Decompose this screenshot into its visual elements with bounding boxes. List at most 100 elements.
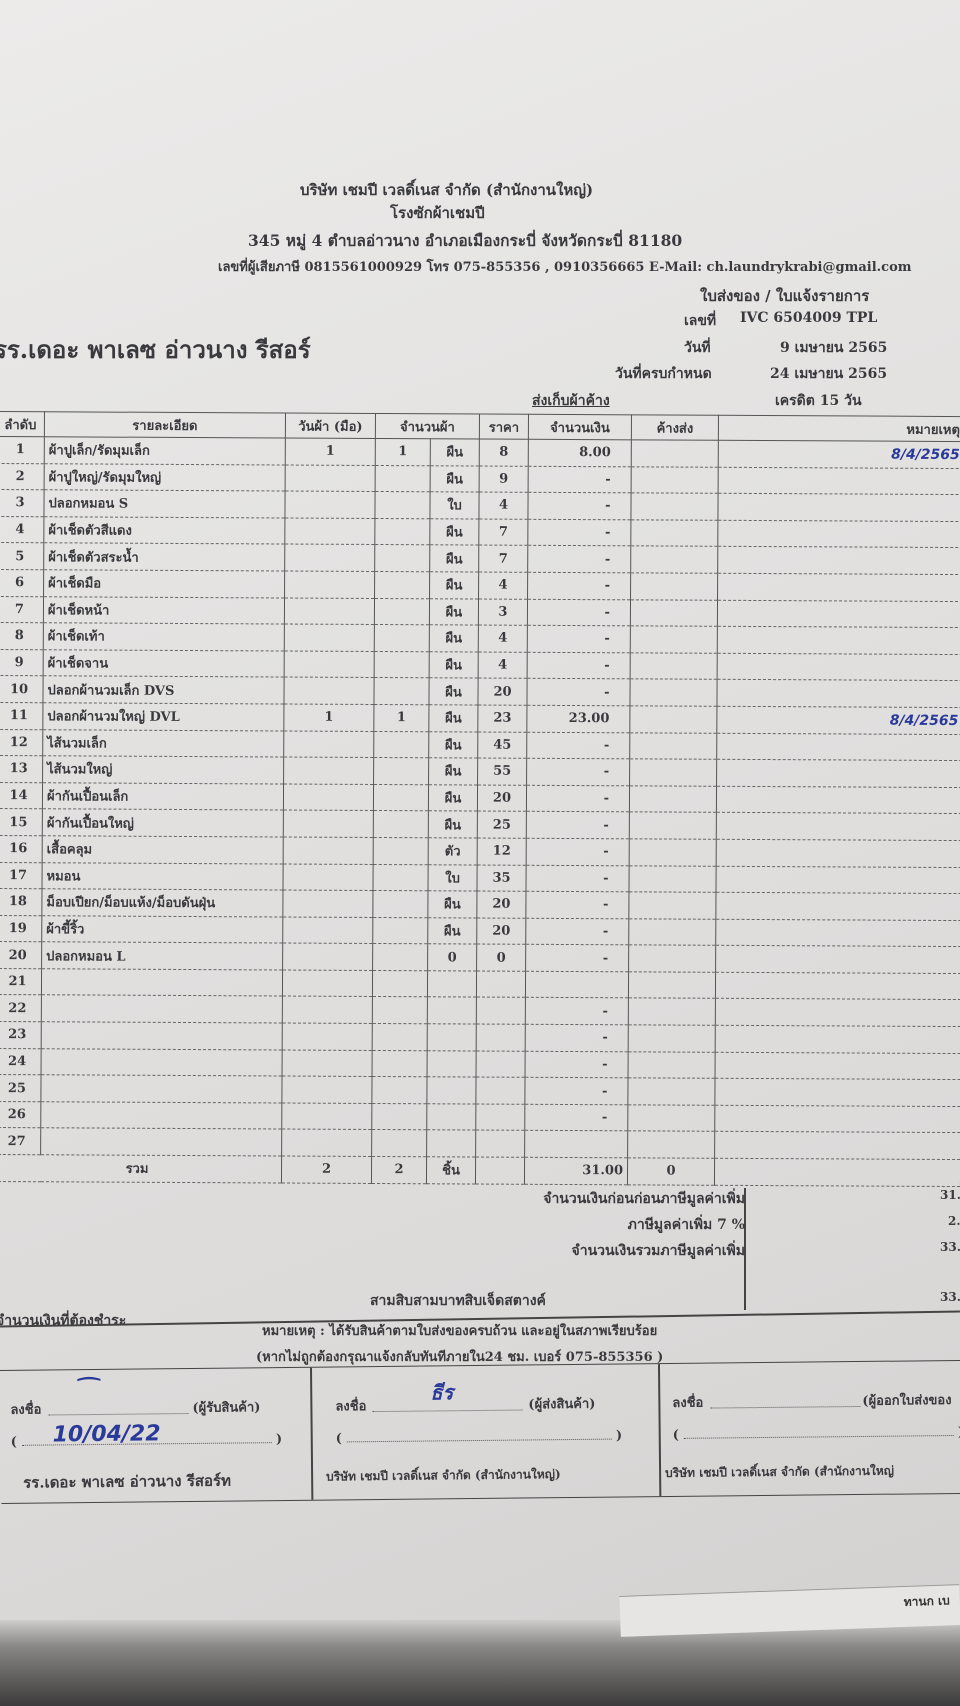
cell-price: 35: [477, 864, 527, 892]
cell-desc: ผ้าเช็ดเท้า: [43, 622, 285, 651]
cell-amount: -: [525, 944, 629, 972]
cell-desc: [41, 968, 283, 997]
cell-price: 20: [476, 891, 527, 918]
cell-desc: ปลอกหมอน S: [43, 489, 286, 518]
cell-note: [717, 653, 960, 681]
cell-note: 8/4/2565: [716, 706, 960, 735]
total-qty: 2: [371, 1156, 427, 1184]
cell-unit: ผืน: [430, 465, 480, 493]
cell-note: [715, 892, 960, 921]
cell-no: 2: [0, 463, 45, 490]
cell-owed: [628, 891, 717, 919]
due-date: 24 เมษายน 2565: [770, 366, 888, 382]
cell-note: [716, 732, 960, 761]
cell-amount: -: [527, 625, 631, 653]
cell-days: [282, 943, 373, 971]
doc-date: 9 เมษายน 2565: [780, 340, 888, 356]
cell-amount: [525, 971, 629, 999]
cell-price: [475, 1130, 525, 1158]
cell-qty: [374, 518, 430, 546]
payable-label: จำนวนเงินที่ต้องชำระ: [0, 1313, 127, 1329]
cell-unit: ผืน: [429, 545, 479, 572]
company-address: 345 หมู่ 4 ตำบลอ่าวนาง อำเภอเมืองกระบี่ …: [248, 231, 683, 250]
cell-owed: [628, 1024, 716, 1052]
cell-desc: หมอน: [41, 862, 284, 891]
sender-sign-label: ลงชื่อ: [335, 1399, 367, 1415]
cell-qty: [373, 784, 429, 812]
cell-owed: [630, 652, 718, 680]
cell-unit: ผืน: [429, 651, 479, 679]
cell-note: [716, 679, 960, 708]
cell-owed: [630, 519, 718, 547]
cell-desc: ผ้ากันเปื้อนใหญ่: [42, 809, 284, 837]
cell-qty: [374, 598, 430, 625]
cell-desc: ปลอกผ้านวมใหญ่ DVL: [42, 702, 284, 731]
subtotal-label: จำนวนเงินก่อนก่อนภาษีมูลค่าเพิ่ม: [543, 1191, 745, 1207]
cell-qty: [374, 571, 430, 599]
cell-amount: -: [524, 1077, 629, 1105]
cell-price: [476, 970, 526, 998]
cell-price: [475, 1077, 526, 1105]
total-unit: ชิ้น: [426, 1156, 476, 1184]
cell-price: 20: [477, 678, 528, 706]
cell-desc: ผ้าเช็ดตัวสีแดง: [43, 516, 285, 545]
cell-note: [717, 626, 960, 655]
cell-amount: [524, 1130, 628, 1158]
cell-owed: [630, 493, 719, 521]
cell-unit: ตัว: [428, 837, 478, 865]
doc-date-label: วันที่: [684, 340, 711, 356]
cell-owed: [631, 466, 719, 494]
cell-amount: -: [528, 465, 632, 494]
cell-days: [282, 863, 374, 891]
cell-price: 20: [476, 917, 526, 945]
receiver-org: รร.เดอะ พาเลซ อ่าวนาง รีสอร์ท: [23, 1471, 232, 1492]
cell-price: 8: [479, 439, 529, 466]
total-amount: 31.00: [524, 1157, 628, 1185]
cell-qty: [374, 651, 430, 679]
cell-unit: 0: [427, 944, 477, 971]
cell-unit: ผืน: [428, 704, 478, 732]
signature-section: ลงชื่อ ⁀ (ผู้รับสินค้า) ( ) 10/04/22 รร.…: [0, 1359, 960, 1504]
cell-days: 1: [285, 438, 376, 466]
cell-unit: ผืน: [428, 757, 478, 785]
summary-divider: [744, 1188, 746, 1310]
total-label: รวม: [0, 1154, 282, 1183]
cell-price: 12: [477, 837, 527, 865]
cell-note: [716, 759, 960, 788]
cell-unit: ผืน: [428, 731, 478, 759]
cell-no: 15: [0, 808, 43, 836]
cell-no: 11: [0, 702, 43, 730]
cell-no: 10: [0, 675, 44, 703]
sender-handwritten-sign: ธีร: [430, 1380, 454, 1405]
cell-unit: ใบ: [427, 864, 478, 892]
cell-qty: [374, 491, 431, 519]
cell-price: [476, 997, 526, 1025]
cell-qty: [372, 890, 428, 918]
cell-desc: ไส้นวมเล็ก: [42, 729, 284, 758]
cell-desc: [40, 1128, 282, 1157]
header-col-days: วันผ้า (มือ): [285, 413, 376, 439]
cell-desc: ม็อบเปียก/ม็อบแห้ง/ม็อบดันฝุ่น: [41, 888, 283, 917]
grand-total-label: จำนวนเงินรวมภาษีมูลค่าเพิ่ม: [571, 1243, 745, 1259]
receiver-sign-line: ⁀: [48, 1378, 189, 1416]
cell-desc: ผ้าเช็ดจาน: [43, 649, 285, 678]
cell-unit: ผืน: [429, 598, 479, 626]
cell-price: 0: [476, 944, 526, 972]
cell-owed: [627, 1131, 715, 1159]
cell-days: [283, 783, 374, 811]
sender-org: บริษัท เชมปี เวลดิ์เนส จำกัด (สำนักงานให…: [326, 1467, 561, 1484]
cell-days: [283, 730, 374, 758]
cell-no: 4: [0, 516, 44, 544]
cell-qty: [372, 1023, 428, 1051]
cell-amount: -: [525, 917, 629, 946]
cell-unit: ผืน: [427, 917, 477, 945]
header-col-description: รายละเอียด: [44, 411, 286, 439]
cell-price: [476, 1050, 526, 1078]
cell-price: [475, 1103, 525, 1131]
cell-amount: -: [527, 545, 631, 573]
cell-owed: [629, 705, 717, 733]
cell-price: 7: [478, 518, 528, 546]
cell-owed: [628, 971, 716, 999]
cell-amount: -: [527, 572, 631, 600]
cell-amount: -: [526, 838, 630, 866]
